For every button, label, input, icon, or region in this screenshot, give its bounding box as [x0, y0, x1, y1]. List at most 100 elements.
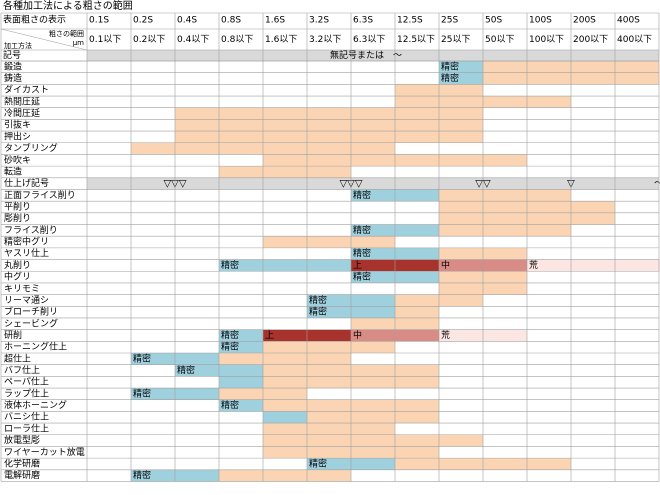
header-col-s-10: 100S	[529, 16, 552, 26]
bar-label-29-0: 精密	[221, 399, 239, 411]
header-col-s-12: 400S	[617, 16, 640, 26]
method-name-4: 冷間圧延	[4, 107, 40, 119]
header-diagonal	[0, 28, 88, 51]
bar-label-23-1: 上	[265, 330, 274, 341]
header-col-r-3: 0.8以下	[221, 35, 253, 45]
page-title: 各種加工法による粗さの範囲	[3, 1, 133, 12]
method-name-27: ペーパ仕上	[4, 376, 49, 388]
bar-label-17-0: 精密	[221, 259, 239, 271]
header-col-r-5: 3.2以下	[309, 35, 341, 45]
bar-1-0	[439, 72, 483, 85]
bar-5-0	[175, 119, 483, 132]
header-col-r-11: 200以下	[573, 35, 608, 45]
header-col-r-12: 400以下	[617, 35, 652, 45]
method-name-35: 電解研磨	[4, 469, 40, 481]
header-col-r-2: 0.4以下	[177, 35, 209, 45]
bar-label-1-0: 精密	[441, 72, 459, 84]
bar-label-18-0: 精密	[353, 271, 371, 283]
method-name-14: フライス削り	[4, 224, 58, 236]
method-name-31: ローラ仕上	[4, 422, 49, 434]
bar-label-25-0: 精密	[133, 352, 151, 364]
bar-27-0	[219, 376, 263, 389]
method-name-19: キリモミ	[4, 284, 40, 294]
method-name-24: ホーニング仕上	[4, 341, 67, 353]
bar-label-20-0: 精密	[309, 294, 327, 306]
bar-6-0	[175, 131, 483, 143]
bar-24-0	[219, 341, 263, 353]
bar-label-35-0: 精密	[133, 469, 151, 481]
header-col-s-2: 0.4S	[177, 16, 197, 26]
method-name-18: 中グリ	[4, 271, 31, 283]
bar-17-3	[527, 259, 660, 272]
method-name-2: ダイカスト	[4, 84, 49, 96]
header-col-r-10: 100以下	[529, 35, 564, 45]
method-name-8: 砂吹キ	[4, 154, 31, 166]
bar-label-26-0: 精密	[177, 364, 195, 376]
bar-17-0	[219, 259, 351, 272]
header-col-s-5: 3.2S	[309, 16, 329, 26]
bar-30-0	[263, 411, 307, 424]
header-surface-label: 表面粗さの表示	[3, 14, 66, 26]
method-name-6: 押出シ	[4, 130, 31, 142]
header-col-s-8: 25S	[441, 16, 458, 26]
header-col-r-4: 1.6以下	[265, 35, 297, 45]
header-col-s-3: 0.8S	[221, 16, 241, 26]
bar-9-0	[219, 166, 351, 178]
bar-label-0-0: 精密	[441, 60, 459, 72]
header-col-s-4: 1.6S	[265, 16, 285, 26]
bar-label-23-3: 荒	[441, 330, 450, 341]
method-name-10: 仕上げ記号	[4, 177, 49, 189]
bar-31-0	[263, 423, 395, 435]
bar-label-11-0: 精密	[353, 189, 371, 201]
bar-4-0	[175, 107, 483, 120]
method-name-23: 研削	[4, 329, 22, 341]
method-name-32: 放電型彫	[4, 434, 40, 446]
method-name-21: ブローチ削リ	[4, 306, 58, 318]
bar-30-1	[307, 411, 439, 424]
method-name-22: シェービング	[4, 317, 58, 329]
header-col-r-8: 25以下	[441, 35, 470, 45]
bar-25-1	[219, 353, 351, 365]
bar-32-0	[263, 434, 483, 447]
header-col-s-1: 0.2S	[133, 16, 153, 26]
header-col-r-6: 6.3以下	[353, 35, 385, 45]
method-name-7: タンブリング	[4, 142, 58, 154]
header-col-s-9: 50S	[485, 16, 502, 26]
method-name-15: 精密中グリ	[4, 236, 49, 248]
bar-21-1	[395, 306, 439, 318]
header-unit-label: μm	[73, 39, 84, 47]
bar-label-21-0: 精密	[309, 306, 327, 318]
bar-label-14-0: 精密	[353, 224, 371, 236]
method-name-1: 鋳造	[4, 72, 22, 84]
method-name-25: 超仕上	[4, 352, 31, 364]
bar-label-16-0: 精密	[353, 247, 371, 259]
method-name-11: 正面フライス削り	[4, 189, 76, 201]
header-method-label: 加工方法	[4, 41, 32, 50]
header-col-s-6: 6.3S	[353, 16, 373, 26]
bar-label-23-2: 中	[353, 329, 362, 341]
method-name-29: 液体ホーニング	[4, 399, 67, 411]
method-name-34: 化学研磨	[4, 457, 40, 469]
bar-label-17-3: 荒	[529, 260, 538, 271]
symbol-text: 無記号または ～	[330, 49, 402, 61]
header-col-r-1: 0.2以下	[133, 35, 165, 45]
method-name-12: 平削り	[4, 201, 31, 213]
bar-23-0	[219, 329, 263, 342]
method-name-20: リーマ通シ	[4, 295, 49, 306]
bar-label-34-0: 精密	[309, 457, 327, 469]
method-name-17: 丸削り	[4, 259, 31, 271]
finish-symbol-row-bg	[87, 177, 659, 190]
method-name-16: ヤスリ仕上	[4, 247, 49, 259]
method-name-0: 鍛造	[4, 60, 22, 72]
header-col-r-9: 50以下	[485, 35, 514, 45]
bar-14-1	[439, 224, 571, 237]
bar-label-28-0: 精密	[133, 387, 151, 399]
symbol-label: 記号	[3, 49, 21, 61]
method-name-3: 熱間圧延	[4, 95, 40, 107]
header-col-s-11: 200S	[573, 16, 596, 26]
header-col-s-0: 0.1S	[89, 16, 109, 26]
header-range-label: 粗さの範囲	[49, 29, 84, 38]
method-name-5: 引抜キ	[4, 119, 31, 131]
symbol-row-bg	[87, 50, 659, 61]
